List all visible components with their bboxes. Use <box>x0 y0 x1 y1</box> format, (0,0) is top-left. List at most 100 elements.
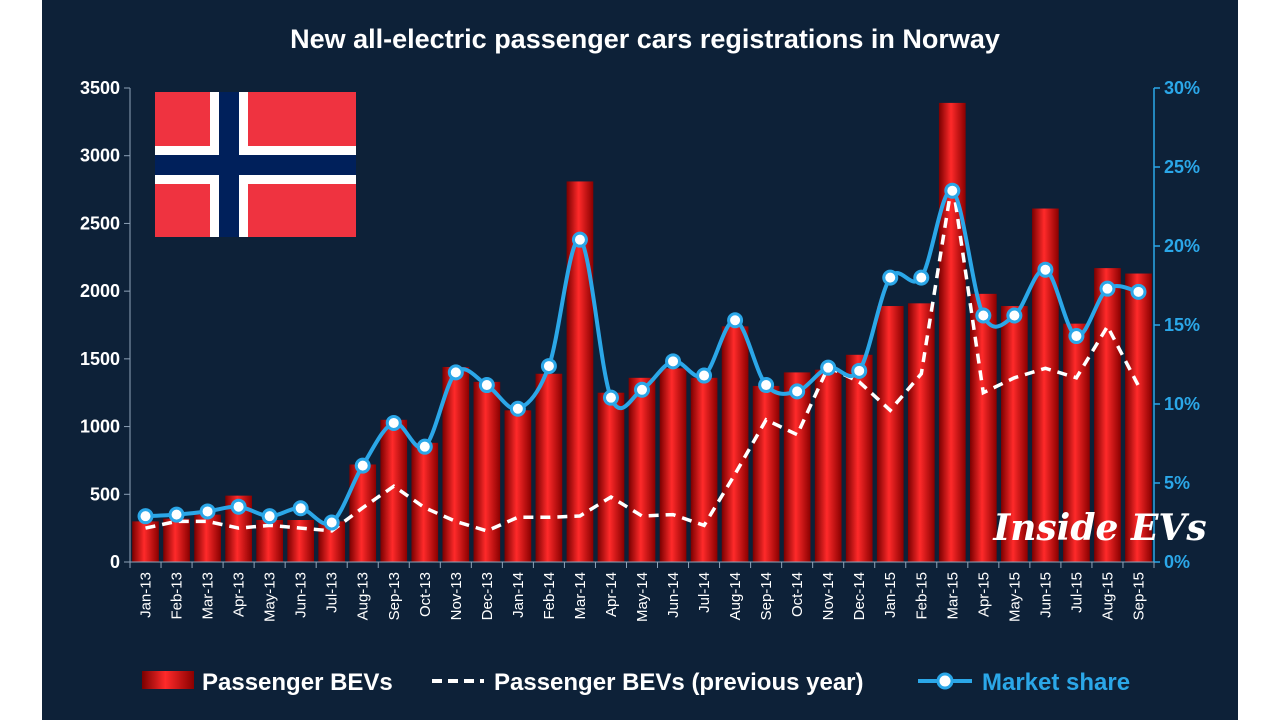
share-point-May-15 <box>1006 307 1023 324</box>
share-point-Nov-14 <box>820 359 837 376</box>
share-point-Oct-13 <box>416 438 433 455</box>
share-point-Feb-15 <box>913 269 930 286</box>
x-tick-label: May-14 <box>634 572 651 622</box>
x-tick-label: Jun-15 <box>1037 572 1054 618</box>
share-point-Nov-13 <box>447 364 464 381</box>
previous-year-series <box>145 181 1141 533</box>
share-point-Feb-14 <box>540 358 557 375</box>
bar-Aug-14 <box>721 326 749 562</box>
legend-label-market-share: Market share <box>982 669 1130 696</box>
share-point-Aug-13 <box>354 457 371 474</box>
x-tick-label: Sep-15 <box>1130 572 1147 620</box>
share-point-Dec-13 <box>478 377 495 394</box>
bar-Nov-14 <box>814 369 842 562</box>
share-point-May-13 <box>261 508 278 525</box>
x-tick-label: Sep-14 <box>758 572 775 620</box>
chart-frame: New all-electric passenger cars registra… <box>42 0 1238 720</box>
share-point-Jun-14 <box>665 353 682 370</box>
market-share-series <box>137 182 1147 531</box>
share-point-Jun-13 <box>292 500 309 517</box>
bar-May-14 <box>628 377 656 562</box>
share-point-Jul-13 <box>323 514 340 531</box>
share-point-Sep-14 <box>758 377 775 394</box>
x-tick-label: Jul-15 <box>1068 572 1085 613</box>
right-axis-ticks: 0% 5% 10% 15% 20% 25% 30% <box>1154 78 1200 572</box>
x-tick-label: Jan-13 <box>138 572 155 618</box>
legend: Passenger BEVs Passenger BEVs (previous … <box>142 669 1130 696</box>
x-tick-label: Jul-14 <box>696 572 713 613</box>
share-point-Mar-13 <box>199 503 216 520</box>
bar-Jan-14 <box>504 410 532 562</box>
x-tick-label: Jun-13 <box>293 572 310 618</box>
bar-Jul-14 <box>690 377 718 562</box>
share-point-Sep-13 <box>385 414 402 431</box>
x-tick-label: Oct-14 <box>789 572 806 617</box>
bar-Jan-15 <box>876 306 904 562</box>
x-tick-label: Feb-13 <box>169 572 186 620</box>
share-point-Feb-13 <box>168 506 185 523</box>
norway-flag <box>155 92 356 237</box>
left-tick-label: 3000 <box>80 146 120 166</box>
right-tick-label: 15% <box>1164 315 1200 335</box>
share-point-Apr-13 <box>230 498 247 515</box>
legend-label-bevs: Passenger BEVs <box>202 669 393 696</box>
share-point-Dec-14 <box>851 362 868 379</box>
x-tick-label: Jan-15 <box>882 572 899 618</box>
share-point-May-14 <box>634 381 650 398</box>
right-tick-label: 0% <box>1164 552 1190 572</box>
left-tick-label: 2500 <box>80 213 120 233</box>
share-point-Aug-15 <box>1099 280 1116 297</box>
bar-Apr-14 <box>597 392 625 562</box>
x-tick-label: Mar-15 <box>944 572 961 620</box>
legend-item-bevs: Passenger BEVs <box>142 669 393 696</box>
legend-swatch-bar <box>142 671 194 689</box>
x-tick-label: Apr-13 <box>231 572 248 617</box>
share-point-Mar-15 <box>944 182 961 199</box>
right-tick-label: 5% <box>1164 473 1190 493</box>
share-point-Aug-14 <box>727 312 744 329</box>
left-tick-label: 0 <box>110 552 120 572</box>
left-tick-label: 1000 <box>80 417 120 437</box>
share-point-Jan-15 <box>882 269 899 286</box>
share-point-Jan-14 <box>509 400 526 417</box>
x-tick-label: Aug-13 <box>355 572 372 620</box>
bar-Sep-15 <box>1125 273 1152 562</box>
x-tick-label: Dec-14 <box>851 572 868 620</box>
flag-blue-horizontal <box>155 155 356 175</box>
bar-Feb-13 <box>163 518 190 562</box>
bar-Dec-14 <box>845 354 873 562</box>
bar-May-15 <box>1001 306 1028 562</box>
x-tick-label: Aug-15 <box>1099 572 1116 620</box>
share-point-Mar-14 <box>571 231 588 248</box>
share-point-Apr-14 <box>602 389 619 406</box>
x-tick-label: Aug-14 <box>727 572 744 620</box>
bar-Feb-14 <box>535 373 563 562</box>
share-point-Sep-15 <box>1130 283 1147 300</box>
bar-Aug-15 <box>1094 268 1121 562</box>
right-tick-label: 25% <box>1164 157 1200 177</box>
left-tick-label: 1500 <box>80 349 120 369</box>
chart-title: New all-electric passenger cars registra… <box>290 24 1000 54</box>
share-point-Jul-15 <box>1068 328 1085 345</box>
x-axis-ticks: Jan-13 Feb-13 Mar-13 Apr-13 May-13 Jun-13 Jul-… <box>129 562 1155 622</box>
x-tick-label: Feb-15 <box>913 572 930 620</box>
left-tick-label: 3500 <box>80 78 120 98</box>
x-tick-label: May-13 <box>262 572 279 622</box>
bar-Oct-14 <box>783 372 811 562</box>
right-tick-label: 20% <box>1164 236 1200 256</box>
x-tick-label: Dec-13 <box>479 572 496 620</box>
legend-swatch-share-marker <box>936 672 954 690</box>
x-tick-label: Jan-14 <box>510 572 527 618</box>
share-point-Jun-15 <box>1037 261 1054 278</box>
share-point-Jan-13 <box>137 508 154 525</box>
bar-Jun-13 <box>287 520 315 562</box>
inside-evs-logo: Inside EVs <box>992 507 1206 549</box>
x-tick-label: Mar-13 <box>200 572 217 620</box>
share-point-Apr-15 <box>975 307 992 324</box>
left-tick-label: 500 <box>90 484 120 504</box>
x-tick-label: Jun-14 <box>665 572 682 618</box>
share-point-Oct-14 <box>789 383 806 400</box>
left-tick-label: 2000 <box>80 281 120 301</box>
bar-Jun-14 <box>659 368 687 562</box>
x-tick-label: Apr-15 <box>975 572 992 617</box>
